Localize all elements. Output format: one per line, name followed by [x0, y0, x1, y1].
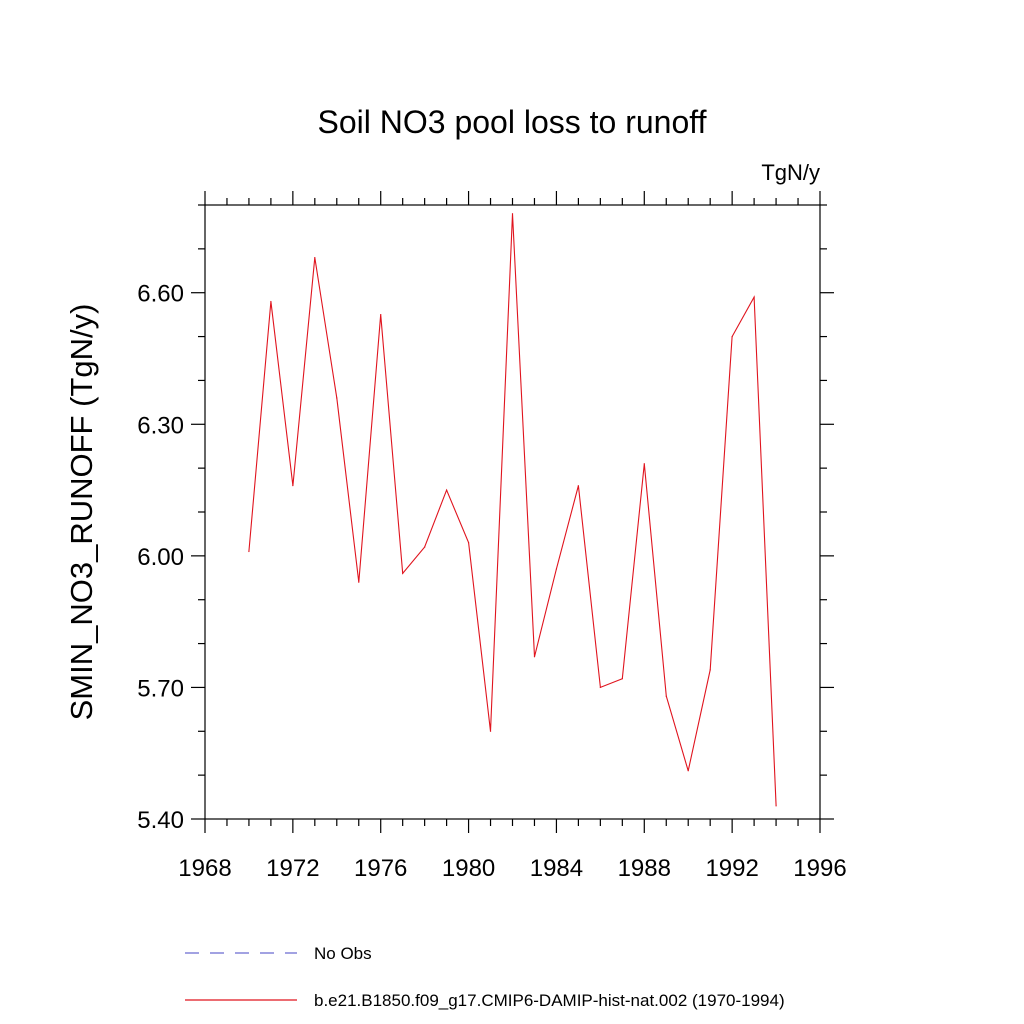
legend: No Obs b.e21.B1850.f09_g17.CMIP6-DAMIP-h… — [185, 944, 785, 1010]
y-tick-label: 6.00 — [137, 544, 184, 571]
legend-label-model-run: b.e21.B1850.f09_g17.CMIP6-DAMIP-hist-nat… — [314, 991, 785, 1010]
data-point — [687, 770, 689, 772]
x-tick-label: 1968 — [178, 855, 231, 882]
x-tick-label: 1996 — [793, 855, 846, 882]
units-label: TgN/y — [761, 160, 820, 185]
data-point — [555, 568, 558, 570]
data-point — [753, 296, 755, 298]
data-point — [424, 546, 426, 548]
y-tick-label: 5.70 — [137, 675, 184, 702]
chart-title: Soil NO3 pool loss to runoff — [318, 104, 707, 140]
data-point — [577, 485, 579, 487]
y-axis-label: SMIN_NO3_RUNOFF (TgN/y) — [64, 304, 99, 721]
x-tick-label: 1976 — [354, 855, 407, 882]
data-point — [270, 300, 272, 303]
x-tick-label: 1980 — [442, 855, 495, 882]
series-layer — [248, 213, 777, 807]
data-point — [511, 213, 514, 215]
data-point — [665, 695, 667, 697]
data-point — [336, 397, 338, 399]
x-tick-label: 1988 — [618, 855, 671, 882]
data-point — [599, 686, 601, 689]
x-tick-label: 1984 — [530, 855, 583, 882]
data-point — [248, 550, 250, 553]
data-point — [643, 463, 645, 465]
x-tick-label: 1992 — [705, 855, 758, 882]
data-point — [731, 335, 733, 338]
data-point — [380, 314, 382, 316]
series-line — [248, 213, 777, 806]
data-point — [292, 485, 294, 487]
data-point — [621, 678, 623, 680]
y-tick-label: 5.40 — [137, 807, 184, 834]
data-point — [775, 805, 777, 807]
x-axis: 1968 1972 1976 1980 1984 1988 1992 1996 — [178, 191, 847, 882]
data-point — [467, 542, 470, 544]
data-point — [314, 257, 316, 259]
y-axis: 5.40 5.70 6.00 6.30 6.60 — [137, 204, 834, 834]
y-tick-label: 6.60 — [137, 281, 184, 308]
legend-label-no-obs: No Obs — [314, 944, 372, 963]
data-point — [446, 489, 448, 491]
data-point — [533, 656, 536, 658]
x-tick-label: 1972 — [266, 855, 319, 882]
plot-frame — [204, 204, 821, 820]
data-point — [489, 730, 492, 732]
data-point — [358, 581, 360, 583]
data-point — [709, 669, 711, 671]
data-point — [402, 572, 404, 575]
y-tick-label: 6.30 — [137, 412, 184, 439]
